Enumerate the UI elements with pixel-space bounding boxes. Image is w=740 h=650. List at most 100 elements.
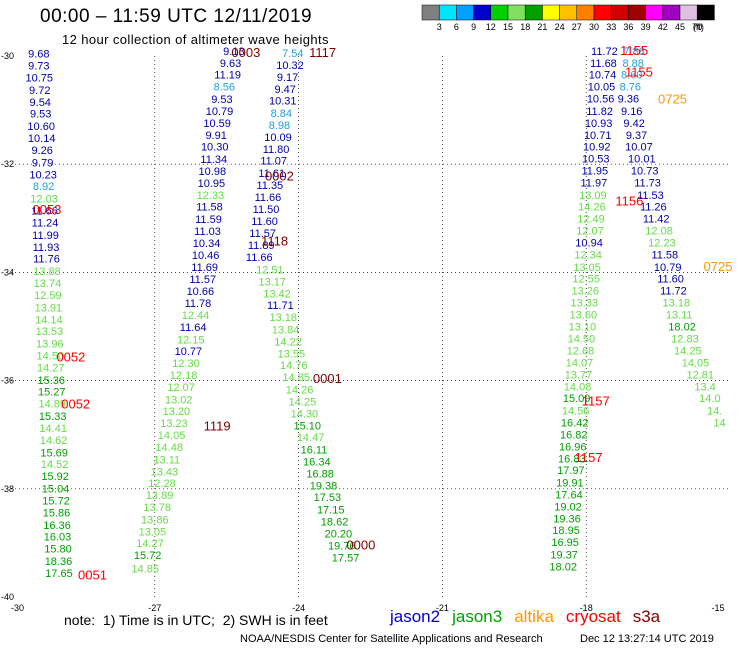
wave-height-point: 11.66 xyxy=(246,252,273,264)
wave-height-point: 14.27 xyxy=(37,362,65,374)
legend-item-s3a: s3a xyxy=(632,607,661,626)
wave-height-point: 13.84 xyxy=(272,325,300,337)
x-tick-label: -18 xyxy=(580,603,593,613)
wave-height-point: 14.56 xyxy=(562,406,590,418)
y-tick-label: -32 xyxy=(1,159,14,169)
wave-height-point: 9.13 xyxy=(223,46,244,58)
color-scale-label: 18 xyxy=(520,22,530,32)
wave-height-point: 19.02 xyxy=(554,501,582,513)
wave-height-point: 13.05 xyxy=(139,526,167,538)
wave-height-point: 13.18 xyxy=(269,312,297,324)
color-scale-unit: (ft) xyxy=(693,22,704,32)
wave-height-point: 10.93 xyxy=(585,118,613,130)
wave-height-point: 11.58 xyxy=(651,249,678,261)
wave-height-point: 11.03 xyxy=(194,226,221,238)
wave-height-point: 14 xyxy=(713,418,725,430)
wave-height-point: 17.15 xyxy=(317,505,345,517)
wave-height-point: 13.17 xyxy=(258,276,286,288)
wave-height-point: 11.89 xyxy=(248,240,275,252)
pass-time-label: 1157 xyxy=(582,393,610,408)
x-tick-label: -21 xyxy=(436,603,449,613)
wave-height-point: 12.33 xyxy=(197,190,225,202)
pass-time-label: 0052 xyxy=(61,397,90,412)
color-scale-label: 27 xyxy=(572,22,582,32)
wave-height-point: 10.71 xyxy=(584,130,612,142)
color-scale-label: 33 xyxy=(606,22,616,32)
x-tick-label: -24 xyxy=(292,603,305,613)
wave-height-point: 14.85 xyxy=(131,564,159,576)
pass-time-label: 0001 xyxy=(313,371,342,386)
wave-height-point: 15.09 xyxy=(563,393,591,405)
pass-time-label: 0052 xyxy=(56,350,85,365)
color-scale-label: 24 xyxy=(555,22,565,32)
wave-height-point: 9.26 xyxy=(31,145,52,157)
wave-height-point: 14.05 xyxy=(682,358,710,370)
wave-height-point: 8.98 xyxy=(269,120,290,132)
wave-height-point: 15.72 xyxy=(42,495,70,507)
wave-height-point: 9.79 xyxy=(32,157,53,169)
wave-height-point: 17.65 xyxy=(45,568,73,580)
color-scale-label: 45 xyxy=(675,22,685,32)
pass-time-label: 1117 xyxy=(309,45,336,60)
wave-height-point: 16.34 xyxy=(303,457,331,469)
wave-height-point: 15.36 xyxy=(37,375,65,387)
wave-height-point: 11.60 xyxy=(657,274,684,286)
wave-height-point: 10.46 xyxy=(192,250,220,262)
wave-height-point: 11.95 xyxy=(581,165,608,177)
wave-height-point: 10.23 xyxy=(29,169,57,181)
wave-height-point: 12.30 xyxy=(172,358,200,370)
wave-height-point: 14.27 xyxy=(136,538,164,550)
wave-height-point: 11.50 xyxy=(253,204,280,216)
wave-height-point: 16.11 xyxy=(301,445,328,457)
wave-height-point: 14.07 xyxy=(566,358,594,370)
wave-height-point: 10.95 xyxy=(198,178,226,190)
wave-height-point: 9.63 xyxy=(220,58,241,70)
wave-height-point: 18.02 xyxy=(668,321,696,333)
wave-height-point: 10.53 xyxy=(582,154,610,166)
color-scale-label: 39 xyxy=(641,22,651,32)
color-scale-bin xyxy=(696,4,715,21)
wave-height-point: 18.95 xyxy=(552,525,580,537)
wave-height-point: 10.34 xyxy=(193,238,221,250)
pass-time-label: 0725 xyxy=(658,92,687,107)
wave-height-point: 14.50 xyxy=(568,334,596,346)
wave-height-point: 13.96 xyxy=(36,339,64,351)
wave-height-point: 14.62 xyxy=(40,435,68,447)
pass-time-label: 1118 xyxy=(261,233,288,248)
wave-height-point: 12.08 xyxy=(645,226,673,238)
wave-height-point: 12.68 xyxy=(567,346,595,358)
pass-time-label: 1155 xyxy=(625,65,653,80)
color-scale-label: 30 xyxy=(589,22,599,32)
wave-height-point: 15.10 xyxy=(293,420,321,432)
wave-height-point: 14.52 xyxy=(41,459,69,471)
wave-height-point: 13.10 xyxy=(569,321,597,333)
wave-height-point: 9.91 xyxy=(205,130,226,142)
wave-height-point: 10.09 xyxy=(264,132,292,144)
wave-height-point: 14.48 xyxy=(155,442,183,454)
wave-height-point: 11.72 xyxy=(591,46,618,58)
wave-height-point: 16.88 xyxy=(306,468,334,480)
pass-time-label: 0053 xyxy=(32,202,61,217)
wave-height-point: 11.24 xyxy=(32,217,59,229)
wave-height-point: 10.59 xyxy=(203,118,231,130)
wave-height-point: 9.68 xyxy=(28,49,49,61)
wave-height-point: 12.49 xyxy=(577,214,605,226)
wave-height-point: 13.33 xyxy=(571,297,599,309)
color-scale-label: 15 xyxy=(503,22,513,32)
pass-time-label: 1155 xyxy=(620,43,648,58)
legend-item-jason2: jason2 xyxy=(390,607,441,626)
wave-height-point: 13.23 xyxy=(160,418,188,430)
wave-height-point: 16.42 xyxy=(561,418,589,430)
wave-height-point: 13.4 xyxy=(694,381,715,393)
wave-height-point: 10.01 xyxy=(628,154,656,166)
wave-height-point: 19.37 xyxy=(550,550,578,562)
wave-height-point: 10.77 xyxy=(175,346,203,358)
wave-height-point: 12.34 xyxy=(574,249,602,261)
footer-timestamp: Dec 12 13:27:14 UTC 2019 xyxy=(580,633,714,645)
wave-height-point: 18.36 xyxy=(45,556,73,568)
wave-height-point: 14.30 xyxy=(291,408,319,420)
wave-height-point: 13.42 xyxy=(263,288,291,300)
wave-height-point: 13.53 xyxy=(36,326,64,338)
y-tick-label: -30 xyxy=(1,51,14,61)
